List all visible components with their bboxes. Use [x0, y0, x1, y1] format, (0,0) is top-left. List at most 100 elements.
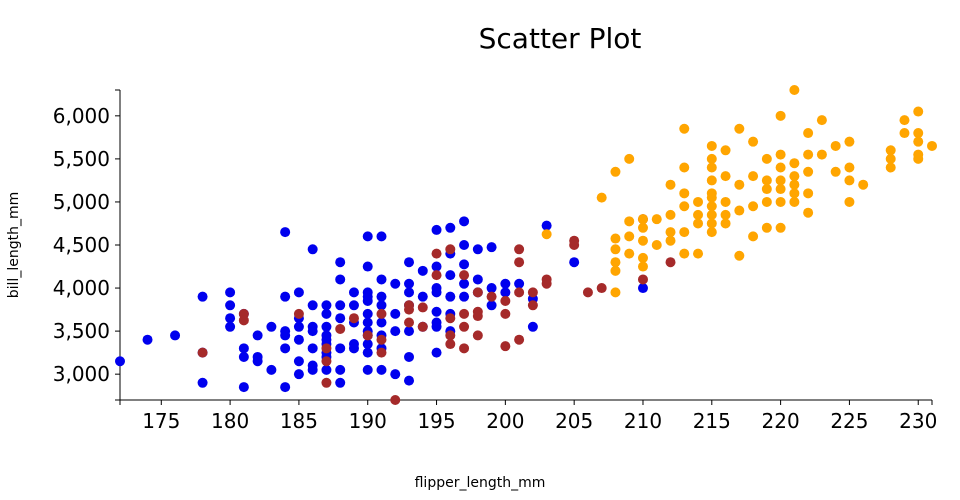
- scatter-point: [404, 326, 415, 337]
- scatter-point: [637, 283, 648, 294]
- scatter-point: [417, 291, 428, 302]
- scatter-point: [321, 377, 332, 388]
- scatter-point: [197, 347, 208, 358]
- scatter-point: [665, 235, 676, 246]
- x-axis-label: flipper_length_mm: [414, 475, 546, 491]
- scatter-point: [899, 128, 910, 139]
- scatter-point: [720, 145, 731, 156]
- scatter-point: [445, 270, 456, 281]
- scatter-point: [404, 351, 415, 362]
- scatter-point: [445, 330, 456, 341]
- scatter-point: [899, 115, 910, 126]
- scatter-point: [170, 330, 181, 341]
- scatter-point: [362, 364, 373, 375]
- scatter-point: [225, 313, 236, 324]
- scatter-point: [431, 248, 442, 259]
- scatter-point: [500, 287, 511, 298]
- x-tick-label: 205: [555, 409, 593, 433]
- scatter-point: [527, 287, 538, 298]
- scatter-point: [362, 347, 373, 358]
- scatter-point: [803, 207, 814, 218]
- x-tick-label: 190: [349, 409, 387, 433]
- scatter-point: [307, 300, 318, 311]
- scatter-point: [376, 308, 387, 319]
- scatter-point: [321, 300, 332, 311]
- scatter-point: [706, 201, 717, 212]
- scatter-point: [693, 248, 704, 259]
- scatter-point: [404, 278, 415, 289]
- scatter-point: [225, 287, 236, 298]
- scatter-point: [459, 216, 470, 227]
- scatter-point: [748, 171, 759, 182]
- x-tick-label: 200: [486, 409, 524, 433]
- scatter-point: [500, 341, 511, 352]
- scatter-point: [734, 205, 745, 216]
- scatter-point: [761, 184, 772, 195]
- scatter-point: [789, 158, 800, 169]
- scatter-point: [321, 321, 332, 332]
- scatter-point: [527, 321, 538, 332]
- scatter-point: [348, 287, 359, 298]
- scatter-point: [679, 227, 690, 238]
- scatter-point: [362, 339, 373, 350]
- scatter-point: [679, 201, 690, 212]
- scatter-point: [404, 375, 415, 386]
- scatter-point: [197, 377, 208, 388]
- scatter-point: [472, 330, 483, 341]
- y-tick-label: 3,500: [53, 319, 110, 343]
- scatter-point: [431, 306, 442, 317]
- scatter-point: [293, 308, 304, 319]
- scatter-point: [459, 278, 470, 289]
- scatter-point: [679, 162, 690, 173]
- scatter-point: [624, 231, 635, 242]
- scatter-point: [431, 321, 442, 332]
- scatter-point: [582, 287, 593, 298]
- scatter-point: [514, 257, 525, 268]
- scatter-point: [844, 162, 855, 173]
- scatter-point: [665, 227, 676, 238]
- scatter-point: [445, 339, 456, 350]
- scatter-point: [679, 248, 690, 259]
- scatter-point: [775, 149, 786, 160]
- scatter-point: [348, 313, 359, 324]
- scatter-point: [734, 250, 745, 261]
- scatter-point: [390, 395, 401, 405]
- scatter-point: [720, 209, 731, 220]
- scatter-point: [280, 227, 291, 238]
- scatter-point: [624, 153, 635, 164]
- scatter-point: [637, 261, 648, 272]
- scatter-point: [445, 222, 456, 233]
- scatter-point: [431, 270, 442, 281]
- scatter-point: [775, 184, 786, 195]
- scatter-point: [431, 287, 442, 298]
- scatter-point: [706, 218, 717, 229]
- y-tick-label: 4,000: [53, 276, 110, 300]
- scatter-point: [637, 274, 648, 285]
- scatter-point: [390, 278, 401, 289]
- scatter-point: [610, 265, 621, 276]
- scatter-point: [321, 364, 332, 375]
- scatter-point: [376, 317, 387, 328]
- scatter-point: [348, 300, 359, 311]
- scatter-point: [307, 343, 318, 354]
- scatter-point: [238, 315, 249, 326]
- scatter-point: [803, 188, 814, 199]
- scatter-point: [803, 149, 814, 160]
- scatter-point: [651, 240, 662, 250]
- scatter-point: [335, 343, 346, 354]
- scatter-point: [748, 231, 759, 242]
- scatter-point: [720, 218, 731, 229]
- scatter-point: [720, 196, 731, 207]
- scatter-point: [514, 278, 525, 289]
- scatter-point: [459, 308, 470, 319]
- scatter-point: [610, 244, 621, 255]
- scatter-point: [404, 287, 415, 298]
- scatter-point: [679, 123, 690, 134]
- scatter-point: [706, 162, 717, 173]
- scatter-point: [417, 321, 428, 332]
- y-tick-label: 6,000: [53, 104, 110, 128]
- scatter-point: [789, 179, 800, 190]
- scatter-point: [486, 300, 497, 311]
- scatter-point: [514, 334, 525, 345]
- scatter-point: [569, 240, 580, 250]
